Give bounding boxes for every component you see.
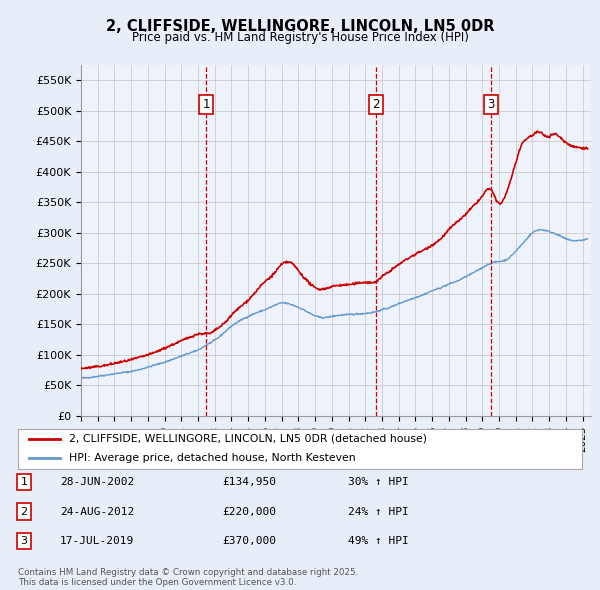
Text: 1: 1: [202, 98, 210, 111]
Text: 2, CLIFFSIDE, WELLINGORE, LINCOLN, LN5 0DR: 2, CLIFFSIDE, WELLINGORE, LINCOLN, LN5 0…: [106, 19, 494, 34]
Text: 2: 2: [20, 507, 28, 516]
Text: 2, CLIFFSIDE, WELLINGORE, LINCOLN, LN5 0DR (detached house): 2, CLIFFSIDE, WELLINGORE, LINCOLN, LN5 0…: [69, 434, 427, 444]
Text: 3: 3: [488, 98, 495, 111]
Text: Contains HM Land Registry data © Crown copyright and database right 2025.
This d: Contains HM Land Registry data © Crown c…: [18, 568, 358, 587]
Text: 24-AUG-2012: 24-AUG-2012: [60, 507, 134, 516]
Text: HPI: Average price, detached house, North Kesteven: HPI: Average price, detached house, Nort…: [69, 453, 355, 463]
Text: 3: 3: [20, 536, 28, 546]
Text: 17-JUL-2019: 17-JUL-2019: [60, 536, 134, 546]
Text: 2: 2: [373, 98, 380, 111]
Text: £220,000: £220,000: [222, 507, 276, 516]
Text: 30% ↑ HPI: 30% ↑ HPI: [348, 477, 409, 487]
Text: 24% ↑ HPI: 24% ↑ HPI: [348, 507, 409, 516]
Text: 49% ↑ HPI: 49% ↑ HPI: [348, 536, 409, 546]
Text: 1: 1: [20, 477, 28, 487]
Text: Price paid vs. HM Land Registry's House Price Index (HPI): Price paid vs. HM Land Registry's House …: [131, 31, 469, 44]
Text: £370,000: £370,000: [222, 536, 276, 546]
Text: £134,950: £134,950: [222, 477, 276, 487]
Text: 28-JUN-2002: 28-JUN-2002: [60, 477, 134, 487]
